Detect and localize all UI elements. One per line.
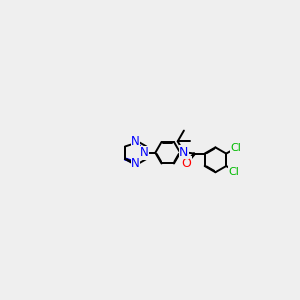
Text: N: N: [140, 146, 148, 159]
Text: N: N: [131, 157, 140, 170]
Text: N: N: [179, 146, 189, 159]
Text: Cl: Cl: [230, 143, 241, 153]
Text: Cl: Cl: [229, 167, 240, 177]
Text: N: N: [131, 135, 140, 148]
Text: O: O: [182, 157, 191, 169]
